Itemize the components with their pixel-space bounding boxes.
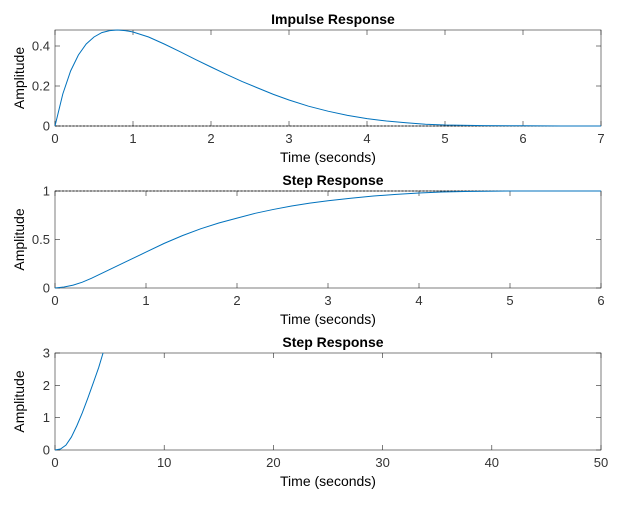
x-tick-label: 0 xyxy=(51,131,58,146)
y-tick-label: 0.2 xyxy=(32,79,50,94)
y-tick-label: 3 xyxy=(43,346,50,361)
chart-title: Step Response xyxy=(282,172,383,188)
x-axis-label: Time (seconds) xyxy=(280,473,376,489)
x-tick-label: 20 xyxy=(266,455,280,470)
y-tick-label: 0.5 xyxy=(32,232,50,247)
y-axis-label: Amplitude xyxy=(11,208,27,270)
x-tick-label: 3 xyxy=(285,131,292,146)
plot-frame xyxy=(54,352,602,451)
plot-frame xyxy=(54,190,602,289)
x-tick-label: 7 xyxy=(597,131,604,146)
y-tick-label: 0 xyxy=(43,443,50,458)
y-axis-label: Amplitude xyxy=(11,47,27,109)
y-tick-label: 0 xyxy=(43,119,50,134)
x-tick-label: 6 xyxy=(519,131,526,146)
x-axis-label: Time (seconds) xyxy=(280,311,376,327)
chart-title: Impulse Response xyxy=(271,11,395,27)
series-line xyxy=(54,29,601,127)
x-tick-label: 40 xyxy=(485,455,499,470)
x-axis-label: Time (seconds) xyxy=(280,149,376,165)
x-tick-label: 0 xyxy=(51,293,58,308)
y-tick-label: 0.4 xyxy=(32,39,50,54)
x-tick-label: 2 xyxy=(207,131,214,146)
x-tick-label: 0 xyxy=(51,455,58,470)
x-tick-label: 4 xyxy=(363,131,370,146)
series-line xyxy=(54,190,601,289)
x-tick-label: 30 xyxy=(375,455,389,470)
y-tick-label: 0 xyxy=(43,281,50,296)
chart-panel-1: 0 1 2 3 4 5 6 7 0 0.2 0.4 Impulse Response Time (sec… xyxy=(11,11,605,165)
x-tick-label: 3 xyxy=(324,293,331,308)
x-tick-label: 1 xyxy=(129,131,136,146)
y-tick-label: 2 xyxy=(43,378,50,393)
x-tick-label: 6 xyxy=(597,293,604,308)
x-tick-label: 50 xyxy=(594,455,608,470)
x-tick-label: 5 xyxy=(441,131,448,146)
chart-panel-3: 0 10 20 30 40 50 0 1 2 3 Step Response Time (second… xyxy=(11,334,608,489)
y-tick-label: 1 xyxy=(43,410,50,425)
x-tick-label: 5 xyxy=(506,293,513,308)
x-tick-label: 2 xyxy=(233,293,240,308)
x-tick-label: 10 xyxy=(157,455,171,470)
x-tick-label: 4 xyxy=(415,293,422,308)
chart-panel-2: 0 1 2 3 4 5 6 0 0.5 1 Step Response Time (seconds) A… xyxy=(11,172,605,327)
x-tick-label: 1 xyxy=(142,293,149,308)
series-line xyxy=(54,352,104,451)
y-axis-label: Amplitude xyxy=(11,370,27,432)
y-tick-label: 1 xyxy=(43,184,50,199)
chart-title: Step Response xyxy=(282,334,383,350)
